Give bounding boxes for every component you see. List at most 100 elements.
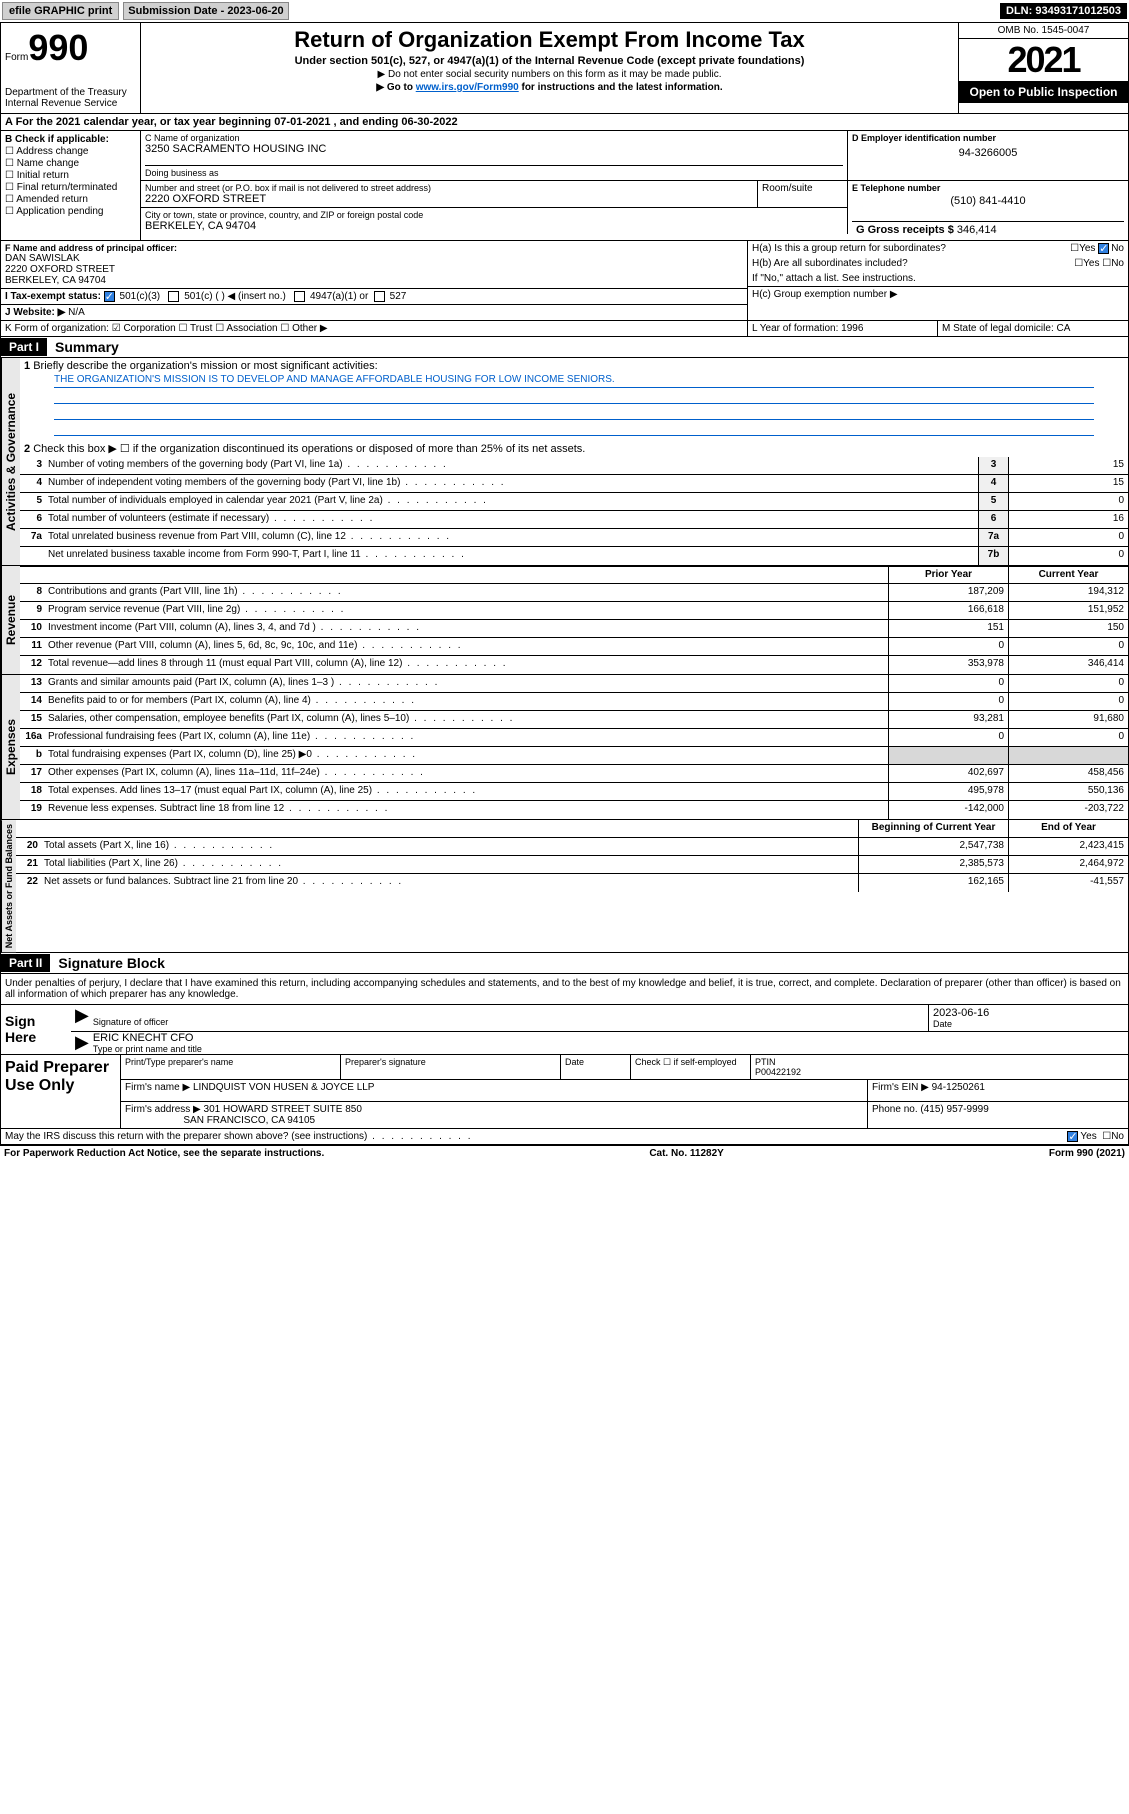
exp-row: 13 Grants and similar amounts paid (Part… xyxy=(20,675,1128,693)
exp-row: 17 Other expenses (Part IX, column (A), … xyxy=(20,765,1128,783)
ein-lbl: Firm's EIN ▶ xyxy=(872,1082,929,1093)
cb-501c[interactable] xyxy=(168,291,179,302)
arrow-icon: ▶ xyxy=(71,1005,93,1031)
cb-4947[interactable] xyxy=(294,291,305,302)
side-gov: Activities & Governance xyxy=(1,358,20,565)
row-prior: 0 xyxy=(888,638,1008,655)
sub3-post: for instructions and the latest informat… xyxy=(519,82,723,93)
j-lbl: J Website: ▶ xyxy=(5,307,65,318)
gov-row: Net unrelated business taxable income fr… xyxy=(20,547,1128,565)
row-num: 4 xyxy=(20,475,46,492)
b-opt[interactable]: ☐ Name change xyxy=(5,158,136,169)
f-addr2: BERKELEY, CA 94704 xyxy=(5,275,743,286)
row-num: 16a xyxy=(20,729,46,746)
hb-note: If "No," attach a list. See instructions… xyxy=(748,271,1128,287)
q2: Check this box ▶ ☐ if the organization d… xyxy=(33,443,585,455)
row-val: 15 xyxy=(1008,475,1128,492)
row-curr: 91,680 xyxy=(1008,711,1128,728)
b-opt[interactable]: ☐ Initial return xyxy=(5,170,136,181)
sig-name: ERIC KNECHT CFO xyxy=(93,1032,1128,1044)
c-suite-lbl: Room/suite xyxy=(758,181,848,207)
row-box: 4 xyxy=(978,475,1008,492)
b-opt[interactable]: ☐ Final return/terminated xyxy=(5,182,136,193)
row-desc: Benefits paid to or for members (Part IX… xyxy=(46,693,888,710)
p-ptin: P00422192 xyxy=(755,1067,801,1077)
firm-lbl: Firm's name ▶ xyxy=(125,1082,190,1093)
part2-label: Part II xyxy=(1,954,50,972)
sub3-pre: ▶ Go to xyxy=(376,82,415,93)
row-num: 18 xyxy=(20,783,46,800)
row-num: 6 xyxy=(20,511,46,528)
c-street: 2220 OXFORD STREET xyxy=(145,193,753,205)
row-desc: Net unrelated business taxable income fr… xyxy=(46,547,978,565)
row-desc: Professional fundraising fees (Part IX, … xyxy=(46,729,888,746)
p-date-lbl: Date xyxy=(561,1055,631,1079)
row-val: 0 xyxy=(1008,493,1128,510)
footer: For Paperwork Reduction Act Notice, see … xyxy=(0,1145,1129,1161)
row-desc: Total number of volunteers (estimate if … xyxy=(46,511,978,528)
row-num: 5 xyxy=(20,493,46,510)
row-val: 0 xyxy=(1008,547,1128,565)
row-j: J Website: ▶ N/A xyxy=(1,305,747,320)
f-addr1: 2220 OXFORD STREET xyxy=(5,264,743,275)
b-opt[interactable]: ☐ Amended return xyxy=(5,194,136,205)
f-name: DAN SAWISLAK xyxy=(5,253,743,264)
irs-link[interactable]: www.irs.gov/Form990 xyxy=(416,82,519,93)
f-lbl: F Name and address of principal officer: xyxy=(5,243,743,253)
dept-label: Department of the Treasury Internal Reve… xyxy=(5,87,136,109)
cb-527[interactable] xyxy=(374,291,385,302)
c-city: BERKELEY, CA 94704 xyxy=(145,220,843,232)
row-desc: Total number of individuals employed in … xyxy=(46,493,978,510)
block-bcdeg: B Check if applicable: ☐ Address change … xyxy=(0,131,1129,241)
c-name: 3250 SACRAMENTO HOUSING INC xyxy=(145,143,843,155)
row-num xyxy=(20,547,46,565)
submission-date: Submission Date - 2023-06-20 xyxy=(123,2,288,20)
form-sub2: ▶ Do not enter social security numbers o… xyxy=(145,69,954,80)
sig-decl: Under penalties of perjury, I declare th… xyxy=(0,974,1129,1005)
may-yes-cb[interactable] xyxy=(1067,1131,1078,1142)
c-name-lbl: C Name of organization xyxy=(145,133,843,143)
sect-netassets: Net Assets or Fund Balances Beginning of… xyxy=(0,820,1129,953)
sign-here: Sign Here xyxy=(1,1005,71,1054)
c-street-lbl: Number and street (or P.O. box if mail i… xyxy=(145,183,753,193)
tax-year: 2021 xyxy=(959,39,1128,81)
form-label: Form xyxy=(5,52,28,63)
part2-hdr: Part II Signature Block xyxy=(0,953,1129,974)
sect-expenses: Expenses 13 Grants and similar amounts p… xyxy=(0,675,1129,820)
row-desc: Program service revenue (Part VIII, line… xyxy=(46,602,888,619)
g-val: 346,414 xyxy=(957,224,997,236)
hb-lbl: H(b) Are all subordinates included? xyxy=(752,258,908,269)
form-number: 990 xyxy=(28,27,88,68)
rev-row: 8 Contributions and grants (Part VIII, l… xyxy=(20,584,1128,602)
row-desc: Number of independent voting members of … xyxy=(46,475,978,492)
i-c4: 527 xyxy=(390,291,407,302)
row-curr: 150 xyxy=(1008,620,1128,637)
gov-row: 3 Number of voting members of the govern… xyxy=(20,457,1128,475)
rev-row: 12 Total revenue—add lines 8 through 11 … xyxy=(20,656,1128,674)
row-curr: 0 xyxy=(1008,675,1128,692)
cb-501c3[interactable] xyxy=(104,291,115,302)
ha-no-cb[interactable] xyxy=(1098,243,1109,254)
p-ptin-lbl: PTIN xyxy=(755,1057,776,1067)
b-opt[interactable]: ☐ Address change xyxy=(5,146,136,157)
hdr-beg: Beginning of Current Year xyxy=(858,820,1008,837)
sig-name-lbl: Type or print name and title xyxy=(93,1044,1128,1054)
sect-governance: Activities & Governance 1 Briefly descri… xyxy=(0,358,1129,566)
j-val: N/A xyxy=(68,307,85,318)
sig-off-lbl: Signature of officer xyxy=(93,1005,928,1031)
row-num: 21 xyxy=(16,856,42,873)
h-c: H(c) Group exemption number ▶ xyxy=(748,287,1128,302)
b-opt[interactable]: ☐ Application pending xyxy=(5,206,136,217)
row-val: 0 xyxy=(1008,529,1128,546)
row-desc: Revenue less expenses. Subtract line 18 … xyxy=(46,801,888,819)
row-num: 9 xyxy=(20,602,46,619)
form-sub1: Under section 501(c), 527, or 4947(a)(1)… xyxy=(145,55,954,67)
row-prior: 353,978 xyxy=(888,656,1008,674)
hdr-end: End of Year xyxy=(1008,820,1128,837)
firm-ein: 94-1250261 xyxy=(932,1082,985,1093)
row-curr: 346,414 xyxy=(1008,656,1128,674)
row-i: I Tax-exempt status: 501(c)(3) 501(c) ( … xyxy=(1,289,747,305)
row-num: 22 xyxy=(16,874,42,892)
efile-btn[interactable]: efile GRAPHIC print xyxy=(2,2,119,20)
mission-blank xyxy=(54,406,1094,420)
